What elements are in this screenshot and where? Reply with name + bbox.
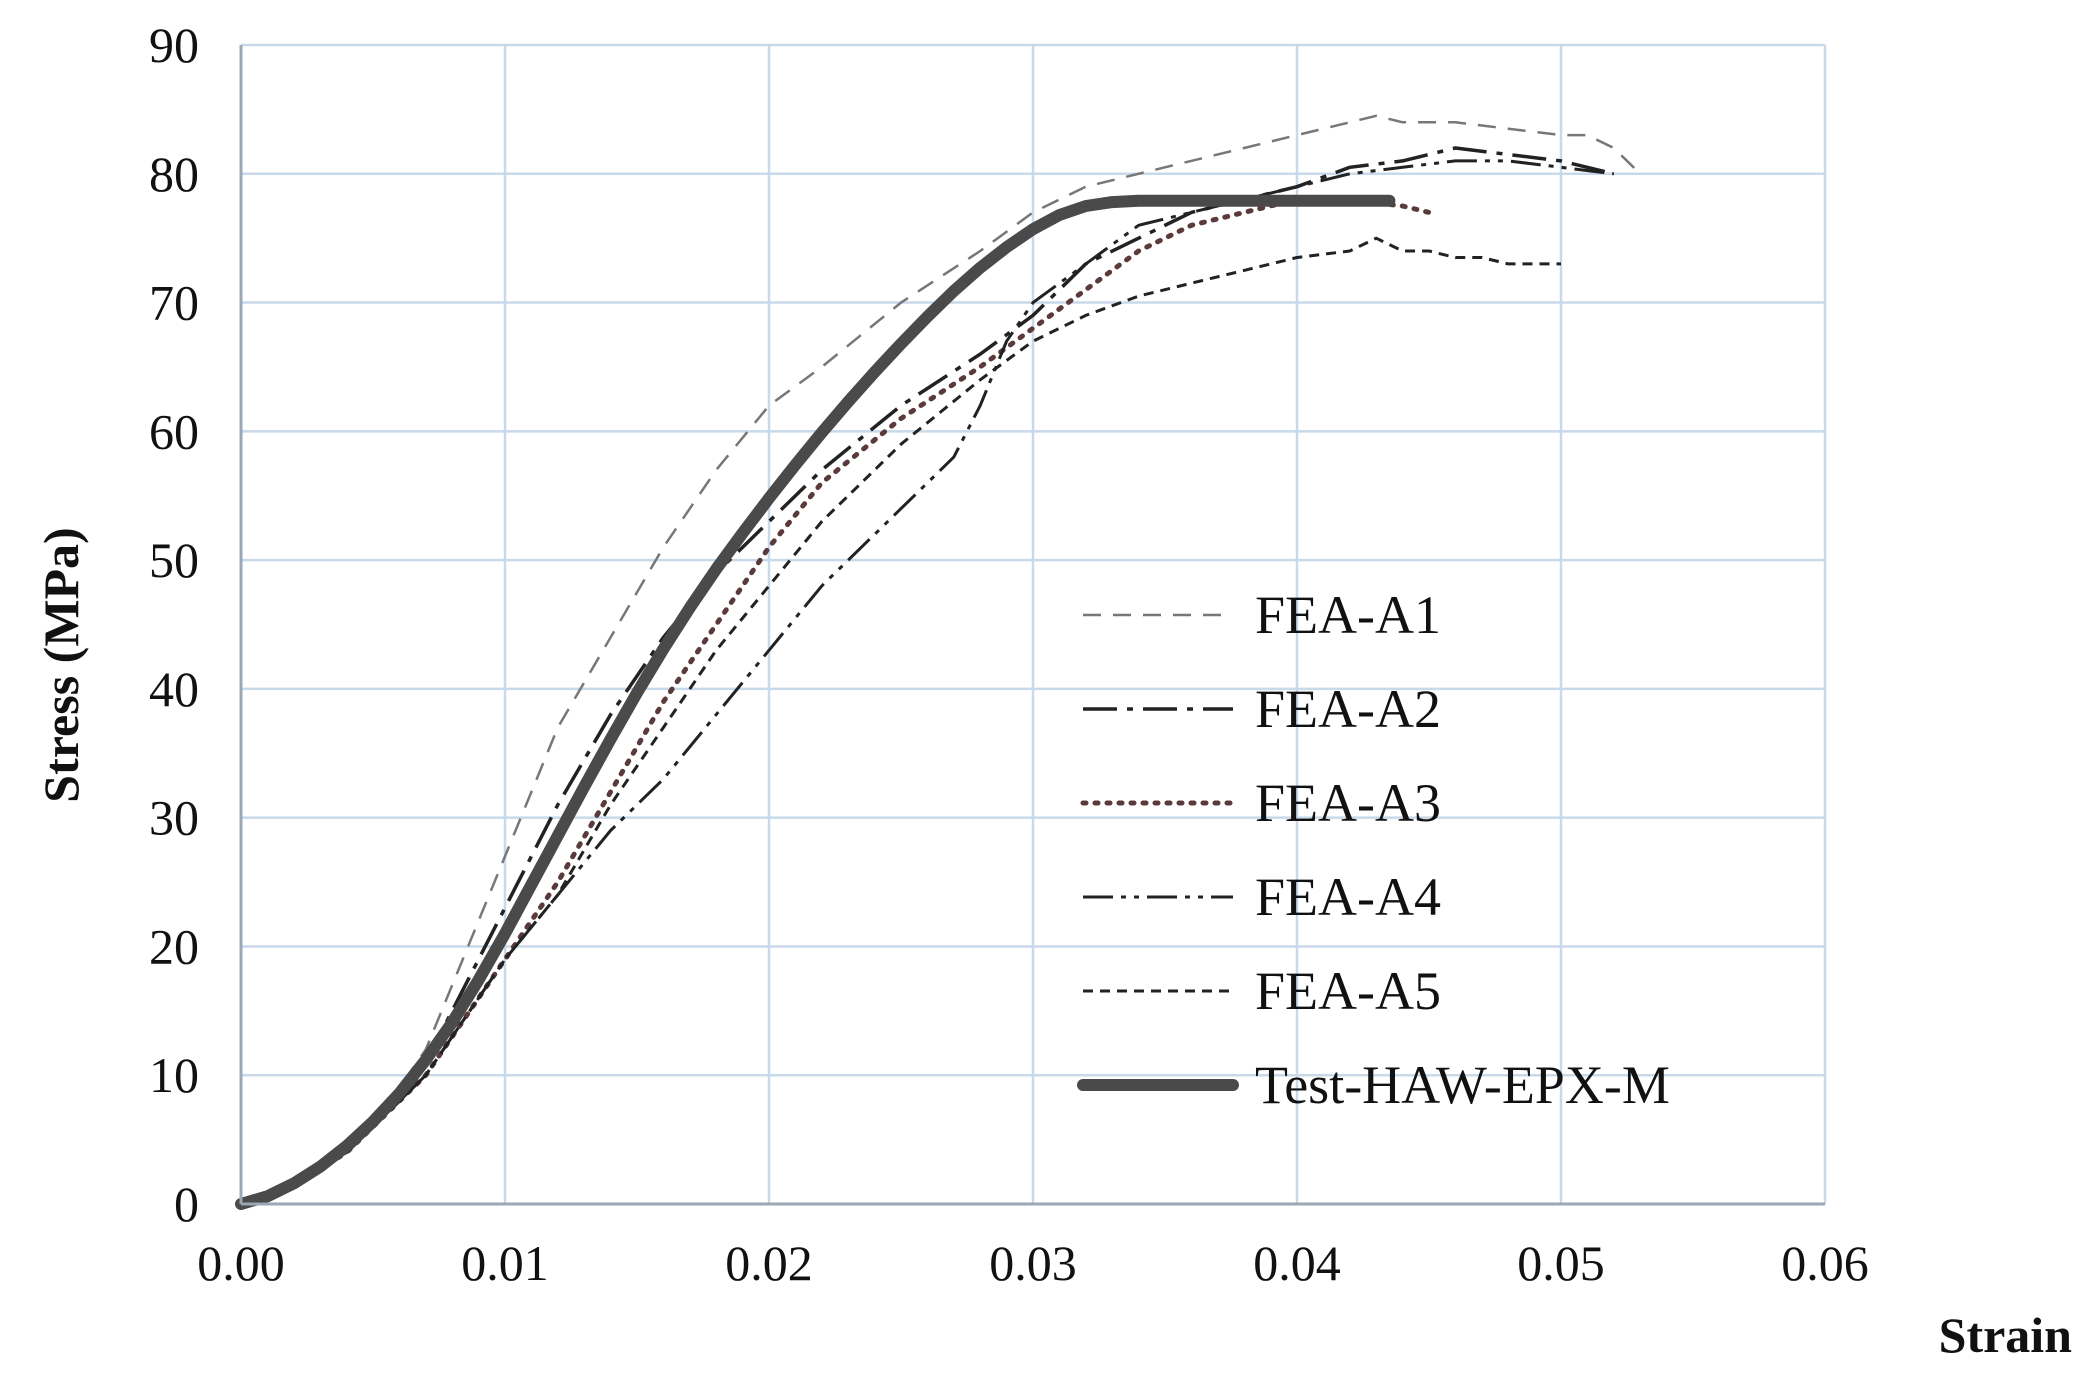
series-line-fea-a4 bbox=[240, 159, 1614, 1206]
x-axis-title: Strain bbox=[1939, 1307, 2073, 1363]
series-line-fea-a3 bbox=[238, 197, 1432, 1207]
legend-label: FEA-A3 bbox=[1255, 773, 1441, 833]
y-tick-label: 80 bbox=[149, 146, 199, 202]
y-tick-label: 0 bbox=[174, 1176, 199, 1232]
y-tick-label: 20 bbox=[149, 918, 199, 974]
series-line-test-haw-epx-m bbox=[235, 194, 1396, 1210]
legend-label: FEA-A4 bbox=[1255, 867, 1441, 927]
y-tick-label: 70 bbox=[149, 275, 199, 331]
y-tick-label: 50 bbox=[149, 532, 199, 588]
y-tick-label: 90 bbox=[149, 17, 199, 73]
x-tick-label: 0.05 bbox=[1517, 1235, 1605, 1291]
x-tick-label: 0.02 bbox=[725, 1235, 813, 1291]
legend-label: FEA-A2 bbox=[1255, 679, 1441, 739]
y-tick-label: 30 bbox=[149, 790, 199, 846]
x-tick-label: 0.00 bbox=[197, 1235, 285, 1291]
y-tick-label: 60 bbox=[149, 403, 199, 459]
y-axis-title: Stress (MPa) bbox=[33, 527, 89, 802]
series-line-fea-a2 bbox=[240, 146, 1615, 1206]
legend-label: FEA-A1 bbox=[1255, 585, 1441, 645]
legend-label: FEA-A5 bbox=[1255, 961, 1441, 1021]
x-tick-label: 0.01 bbox=[461, 1235, 549, 1291]
axes bbox=[239, 45, 1825, 1206]
series-line-fea-a5 bbox=[240, 236, 1561, 1206]
grid-lines bbox=[239, 43, 1827, 1206]
series-lines bbox=[235, 114, 1642, 1210]
legend: FEA-A1 FEA-A2 FEA-A3 FEA-A4 FEA-A5 Test-HAW-E… bbox=[1077, 585, 1670, 1115]
tick-labels: 0.00 0.01 0.02 0.03 0.04 0.05 0.06 0 10 20 30 40 50 6… bbox=[149, 17, 1869, 1291]
x-tick-label: 0.03 bbox=[989, 1235, 1077, 1291]
y-tick-label: 40 bbox=[149, 661, 199, 717]
y-tick-label: 10 bbox=[149, 1047, 199, 1103]
x-tick-label: 0.04 bbox=[1253, 1235, 1341, 1291]
x-tick-label: 0.06 bbox=[1781, 1235, 1869, 1291]
legend-label: Test-HAW-EPX-M bbox=[1255, 1055, 1670, 1115]
